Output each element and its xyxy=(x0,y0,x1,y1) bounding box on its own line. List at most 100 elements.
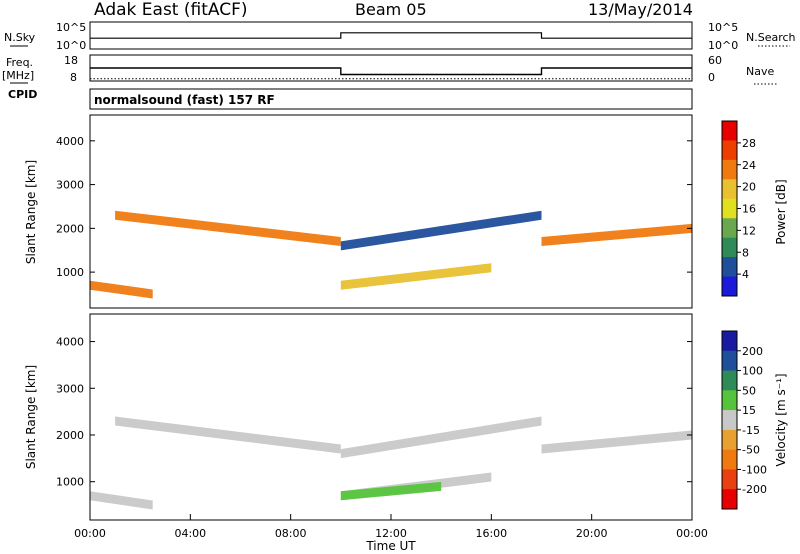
time-tick-label: 20:00 xyxy=(576,527,608,540)
velocity-y-ticks: 4000 3000 2000 1000 xyxy=(56,336,692,489)
velocity-y-tick-label: 4000 xyxy=(56,336,84,349)
velocity-colorbar-tick-label: 15 xyxy=(742,404,756,417)
freq-left-tick-top: 18 xyxy=(64,54,78,67)
power-colorbar-cells xyxy=(722,121,737,297)
power-colorbar-cell xyxy=(722,257,737,278)
cpid-label: CPID xyxy=(8,88,37,101)
velocity-colorbar-cell xyxy=(722,390,737,411)
velocity-y-tick-label: 2000 xyxy=(56,429,84,442)
time-tick-label: 08:00 xyxy=(275,527,307,540)
power-band xyxy=(340,210,542,251)
velocity-colorbar-cell xyxy=(722,370,737,391)
noise-left-label: N.Sky xyxy=(4,31,36,44)
power-y-tick-label: 1000 xyxy=(56,266,84,279)
velocity-colorbar-cell xyxy=(722,449,737,470)
power-colorbar-cell xyxy=(722,121,737,141)
power-colorbar-cell xyxy=(722,276,737,297)
velocity-colorbar-cell xyxy=(722,429,737,451)
cpid-panel: normalsound (fast) 157 RF xyxy=(89,88,693,110)
velocity-colorbar-tick-label: 200 xyxy=(742,345,763,358)
power-marks xyxy=(90,210,692,299)
noise-left-tick-bottom: 10^0 xyxy=(56,39,86,52)
cpid-panel-frame xyxy=(89,88,693,110)
nave-label: Nave xyxy=(746,65,774,78)
power-colorbar-cell xyxy=(722,237,737,258)
time-tick-label: 12:00 xyxy=(375,527,407,540)
freq-left-tick-bottom: 8 xyxy=(70,71,77,84)
power-panel-border xyxy=(89,114,693,309)
power-colorbar: 28 24 20 16 12 8 4 Power [dB] xyxy=(721,120,788,297)
velocity-colorbar-tick-label: -15 xyxy=(742,424,760,437)
velocity-colorbar-cell xyxy=(722,410,737,431)
power-colorbar-tick-label: 20 xyxy=(742,181,756,194)
power-band xyxy=(90,280,153,299)
cpid-text: normalsound (fast) 157 RF xyxy=(94,93,275,107)
velocity-y-label: Slant Range [km] xyxy=(24,365,38,469)
velocity-colorbar-label: Velocity [m s⁻¹] xyxy=(774,373,788,466)
noise-panel-frame xyxy=(89,21,693,50)
velocity-colorbar: 200 100 50 15 -15 -50 -100 -200 Velocity [m s⁻¹… xyxy=(721,330,788,510)
power-y-tick-label: 4000 xyxy=(56,135,84,148)
noise-right-label: N.Search xyxy=(746,31,796,44)
velocity-band xyxy=(541,430,692,454)
power-colorbar-tick-label: 8 xyxy=(742,246,749,259)
velocity-colorbar-tick-label: -50 xyxy=(742,444,760,457)
power-y-tick-label: 2000 xyxy=(56,222,84,235)
noise-left-tick-top: 10^5 xyxy=(56,21,86,34)
power-colorbar-tick-label: 28 xyxy=(742,137,756,150)
freq-label-bottom: [MHz] xyxy=(2,69,34,82)
velocity-colorbar-cell xyxy=(722,350,737,372)
time-axis-label: Time UT xyxy=(365,539,416,553)
power-colorbar-tick-label: 16 xyxy=(742,203,756,216)
velocity-x-ticks: 00:00 04:00 08:00 12:00 16:00 20:00 00:00 xyxy=(74,514,708,540)
velocity-panel: 4000 3000 2000 1000 00:00 04:00 08:00 12:00 16:… xyxy=(24,313,708,553)
power-colorbar-cell xyxy=(722,159,737,180)
velocity-band xyxy=(90,491,153,510)
power-colorbar-cell xyxy=(722,198,737,219)
velocity-y-tick-label: 3000 xyxy=(56,382,84,395)
power-band xyxy=(115,210,341,246)
time-tick-label: 00:00 xyxy=(74,527,106,540)
power-colorbar-tick-label: 24 xyxy=(742,159,756,172)
nave-right-tick-top: 60 xyxy=(708,54,722,67)
power-band xyxy=(541,223,692,246)
velocity-colorbar-tick-label: -200 xyxy=(742,483,767,496)
time-tick-label: 16:00 xyxy=(475,527,507,540)
power-colorbar-tick-label: 4 xyxy=(742,268,749,281)
power-colorbar-tick-label: 12 xyxy=(742,224,756,237)
power-colorbar-label: Power [dB] xyxy=(774,179,788,244)
velocity-marks xyxy=(90,416,692,510)
velocity-colorbar-tick-label: 100 xyxy=(742,365,763,378)
velocity-colorbar-cell xyxy=(722,331,737,352)
velocity-band xyxy=(115,416,341,454)
velocity-band xyxy=(340,416,542,459)
velocity-band xyxy=(340,481,442,501)
power-y-tick-label: 3000 xyxy=(56,179,84,192)
freq-label-top: Freq. xyxy=(6,56,33,69)
time-tick-label: 00:00 xyxy=(676,527,708,540)
noise-right-tick-bottom: 10^0 xyxy=(708,39,738,52)
power-colorbar-cell xyxy=(722,218,737,239)
velocity-colorbar-ticks: 200 100 50 15 -15 -50 -100 -200 xyxy=(737,345,767,496)
velocity-colorbar-tick-label: 50 xyxy=(742,384,756,397)
power-panel: 4000 3000 2000 1000 Slant Range [km] xyxy=(24,114,693,309)
velocity-y-tick-label: 1000 xyxy=(56,476,84,489)
freq-panel: Freq. [MHz] 18 8 CPID 60 0 Nave xyxy=(2,54,778,101)
noise-sky-trace xyxy=(90,32,692,39)
noise-panel: N.Sky 10^5 10^0 10^5 10^0 N.Search xyxy=(4,21,796,52)
power-y-ticks: 4000 3000 2000 1000 xyxy=(56,135,692,279)
power-colorbar-cell xyxy=(722,179,737,200)
velocity-colorbar-frame xyxy=(721,330,738,510)
date-title: 13/May/2014 xyxy=(588,0,693,19)
power-colorbar-ticks: 28 24 20 16 12 8 4 xyxy=(737,137,756,281)
time-tick-label: 04:00 xyxy=(174,527,206,540)
power-y-label: Slant Range [km] xyxy=(24,160,38,264)
nave-right-tick-bottom: 0 xyxy=(708,71,715,84)
velocity-colorbar-cells xyxy=(722,331,737,510)
freq-trace xyxy=(90,67,692,76)
velocity-colorbar-cell xyxy=(722,469,737,490)
velocity-colorbar-tick-label: -100 xyxy=(742,463,767,476)
velocity-colorbar-cell xyxy=(722,489,737,510)
power-band xyxy=(340,263,492,290)
